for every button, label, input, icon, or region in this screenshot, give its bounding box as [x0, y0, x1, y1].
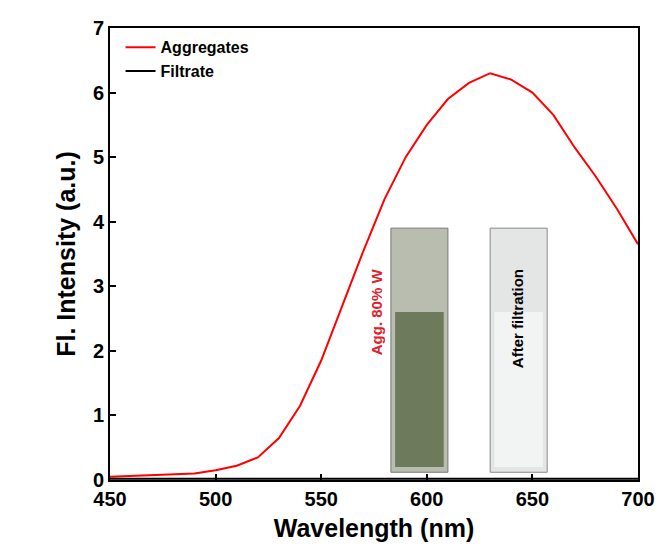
svg-text:450: 450 — [93, 488, 126, 510]
svg-text:500: 500 — [199, 488, 232, 510]
svg-text:5: 5 — [93, 146, 104, 168]
svg-text:After filtration: After filtration — [509, 269, 526, 368]
svg-text:650: 650 — [516, 488, 549, 510]
svg-text:3: 3 — [93, 275, 104, 297]
svg-text:Aggregates: Aggregates — [161, 39, 249, 56]
svg-text:7: 7 — [93, 17, 104, 39]
svg-text:4: 4 — [93, 211, 105, 233]
svg-text:0: 0 — [93, 469, 104, 491]
svg-text:550: 550 — [305, 488, 338, 510]
svg-text:Fl. Intensity (a.u.): Fl. Intensity (a.u.) — [52, 151, 80, 357]
svg-text:700: 700 — [621, 488, 654, 510]
svg-text:1: 1 — [93, 404, 104, 426]
svg-text:Wavelength (nm): Wavelength (nm) — [274, 514, 474, 542]
svg-text:Agg. 80% W: Agg. 80% W — [368, 269, 385, 356]
svg-text:6: 6 — [93, 82, 104, 104]
svg-text:600: 600 — [410, 488, 443, 510]
svg-text:2: 2 — [93, 340, 104, 362]
svg-text:Filtrate: Filtrate — [161, 63, 214, 80]
